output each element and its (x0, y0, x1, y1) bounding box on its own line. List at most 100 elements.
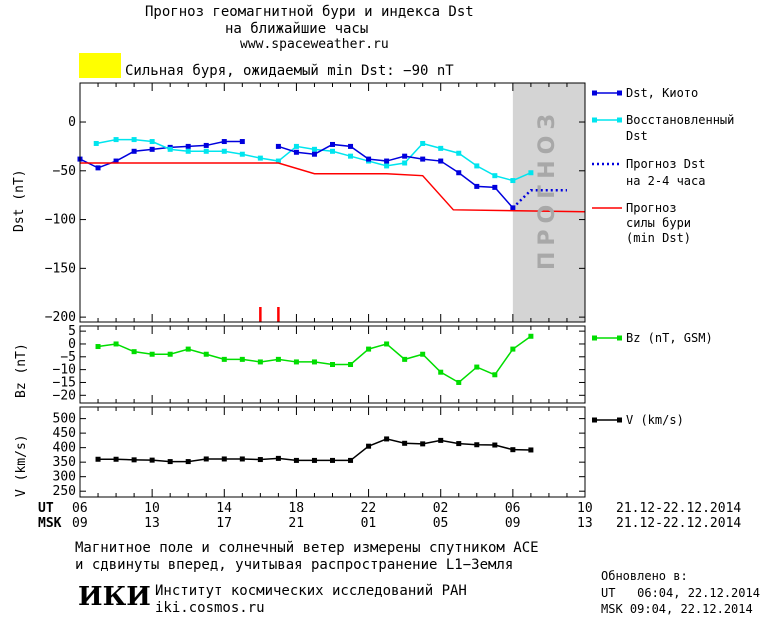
forecast-band (512, 83, 585, 322)
data-point (167, 459, 173, 465)
updated-ut: UT 06:04, 22.12.2014 (601, 586, 760, 600)
data-point (239, 356, 245, 362)
data-point (384, 341, 390, 347)
msk-tick-label: 13 (577, 516, 593, 531)
data-point (510, 346, 516, 352)
data-point (510, 178, 516, 184)
data-point (95, 344, 101, 350)
data-point (185, 148, 191, 154)
data-point (474, 442, 480, 448)
y-tick-label: −100 (45, 213, 76, 228)
data-point (456, 379, 462, 385)
data-point (402, 356, 408, 362)
data-point (95, 456, 101, 462)
y-tick-label: −20 (53, 388, 76, 403)
series-line (278, 143, 514, 209)
data-point (131, 457, 137, 463)
data-point (149, 146, 155, 152)
msk-tick-label: 13 (144, 516, 160, 531)
data-point (366, 346, 372, 352)
data-point (149, 139, 155, 145)
data-point (293, 359, 299, 365)
data-point (113, 137, 119, 143)
data-point (167, 146, 173, 152)
legend-marker (592, 90, 597, 96)
y-tick-label: 400 (53, 441, 76, 456)
data-point (203, 142, 209, 148)
data-point (384, 436, 390, 442)
series-line (80, 162, 586, 213)
legend-restored-2: Dst (626, 129, 648, 143)
storm-forecast-text: Сильная буря, ожидаемый min Dst: −90 nT (125, 63, 454, 79)
panel-frame (79, 406, 586, 498)
msk-tick-label: 17 (216, 516, 232, 531)
updated-msk: MSK 09:04, 22.12.2014 (601, 602, 753, 616)
legend-marker (617, 117, 622, 123)
ut-tick-label: 06 (504, 501, 521, 516)
updated-label: Обновлено в: (601, 569, 688, 583)
data-point (456, 441, 462, 447)
legend-marker (592, 117, 597, 123)
data-point (348, 143, 354, 149)
msk-tick-label: 21 (288, 516, 305, 531)
institute-url[interactable]: iki.cosmos.ru (155, 600, 265, 616)
y-tick-label: −10 (53, 363, 76, 378)
measurement-note-2: и сдвинуты вперед, учитывая распростране… (75, 557, 514, 573)
data-point (474, 364, 480, 370)
data-point (185, 459, 191, 465)
ut-tick-label: 22 (360, 501, 377, 516)
data-point (456, 150, 462, 156)
data-point (528, 333, 534, 339)
forecast-band-label: ПРОГНОЗ (535, 108, 560, 276)
data-point (221, 356, 227, 362)
legend-storm-3: (min Dst) (626, 231, 692, 245)
y-tick-label: −150 (45, 261, 76, 276)
bz-panel: 50−5−10−15−20 (53, 324, 586, 403)
data-point (420, 156, 426, 162)
chart-title-line1: Прогноз геомагнитной бури и индекса Dst (145, 4, 474, 20)
data-point (438, 437, 444, 443)
measurement-note-1: Магнитное поле и солнечный ветер измерен… (75, 540, 539, 556)
data-point (528, 170, 534, 176)
data-point (492, 372, 498, 378)
legend-marker (617, 417, 622, 423)
data-point (311, 359, 317, 365)
data-point (438, 145, 444, 151)
data-point (275, 455, 281, 461)
data-point (93, 140, 99, 146)
panel-frame (79, 82, 586, 323)
data-point (293, 149, 299, 155)
msk-tick-label: 09 (72, 516, 88, 531)
data-point (528, 447, 534, 453)
data-point (221, 148, 227, 154)
msk-axis-label: MSK (38, 516, 62, 531)
data-point (384, 163, 390, 169)
data-point (131, 148, 137, 154)
data-point (420, 351, 426, 357)
y-tick-label: 450 (53, 426, 76, 441)
data-point (293, 143, 299, 149)
institute-name: Институт космических исследований РАН (155, 583, 467, 599)
storm-level-swatch (79, 53, 121, 78)
y-tick-label: −5 (60, 350, 76, 365)
data-point (149, 351, 155, 357)
data-point (275, 158, 281, 164)
series-line (97, 335, 532, 384)
data-point (185, 346, 191, 352)
data-point (221, 456, 227, 462)
ut-tick-label: 18 (288, 501, 305, 516)
data-point (510, 447, 516, 453)
data-point (402, 160, 408, 166)
data-point (474, 163, 480, 169)
chart-title-line2: на ближайшие часы (225, 21, 369, 37)
ut-tick-label: 10 (144, 501, 160, 516)
data-point (257, 457, 263, 463)
data-point (293, 457, 299, 463)
y-tick-label: 300 (53, 470, 76, 485)
legend-marker (617, 335, 622, 341)
y-tick-label: −15 (53, 375, 76, 390)
source-url: www.spaceweather.ru (240, 37, 389, 52)
y-tick-label: 0 (68, 115, 76, 130)
data-point (366, 443, 372, 449)
